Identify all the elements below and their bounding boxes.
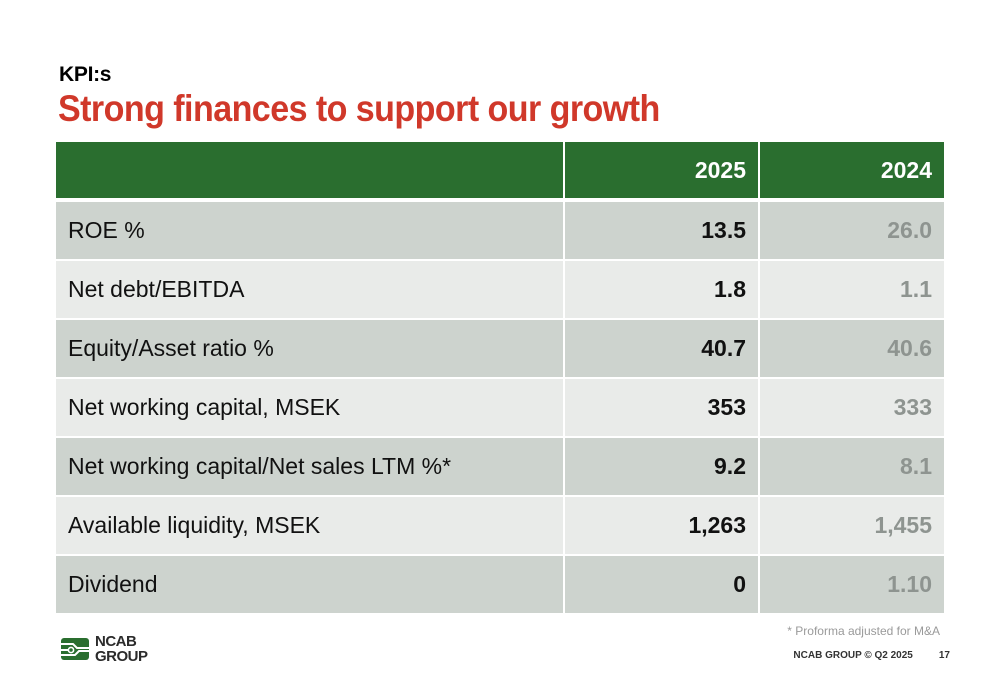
- metric-label: Net working capital, MSEK: [56, 378, 564, 438]
- column-header-2024: 2024: [758, 142, 944, 202]
- slide-title: Strong finances to support our growth: [58, 88, 660, 129]
- value-2025: 9.2: [563, 437, 759, 497]
- logo-line-1: NCAB: [95, 633, 137, 650]
- slide-kicker: KPI:s: [59, 63, 112, 86]
- value-2025: 1,263: [563, 496, 759, 556]
- table-row: Net working capital, MSEK 353 333: [56, 378, 944, 438]
- metric-label: Dividend: [56, 555, 564, 615]
- footer-company: NCAB GROUP © Q2 2025: [793, 650, 913, 661]
- value-2024: 1.1: [758, 260, 944, 320]
- value-2025: 0: [563, 555, 759, 615]
- metric-label: ROE %: [56, 200, 564, 261]
- table-row: ROE % 13.5 26.0: [56, 200, 944, 261]
- value-2024: 8.1: [758, 437, 944, 497]
- column-header-2025: 2025: [563, 142, 759, 202]
- table-row: Available liquidity, MSEK 1,263 1,455: [56, 496, 944, 556]
- metric-label: Available liquidity, MSEK: [56, 496, 564, 556]
- table-row: Equity/Asset ratio % 40.7 40.6: [56, 319, 944, 379]
- metric-label: Net working capital/Net sales LTM %*: [56, 437, 564, 497]
- kpi-table: 2025 2024 ROE % 13.5 26.0 Net debt/EBITD…: [56, 142, 944, 615]
- footnote: * Proforma adjusted for M&A: [787, 624, 940, 638]
- ncab-logo: NCAB GROUP: [59, 634, 148, 664]
- page-number: 17: [938, 650, 950, 661]
- table-row: Net debt/EBITDA 1.8 1.1: [56, 260, 944, 320]
- table-row: Dividend 0 1.10: [56, 555, 944, 615]
- value-2024: 26.0: [758, 200, 944, 261]
- value-2025: 13.5: [563, 200, 759, 261]
- metric-label: Net debt/EBITDA: [56, 260, 564, 320]
- value-2024: 1.10: [758, 555, 944, 615]
- metric-label: Equity/Asset ratio %: [56, 319, 564, 379]
- value-2024: 1,455: [758, 496, 944, 556]
- value-2024: 333: [758, 378, 944, 438]
- value-2025: 1.8: [563, 260, 759, 320]
- table-header-row: 2025 2024: [56, 142, 944, 202]
- circuit-logo-icon: [61, 638, 89, 660]
- slide-footer: NCAB GROUP © Q2 2025 17: [793, 650, 950, 661]
- value-2025: 353: [563, 378, 759, 438]
- column-header-metric: [56, 142, 564, 202]
- logo-line-2: GROUP: [95, 648, 148, 665]
- value-2024: 40.6: [758, 319, 944, 379]
- value-2025: 40.7: [563, 319, 759, 379]
- table-row: Net working capital/Net sales LTM %* 9.2…: [56, 437, 944, 497]
